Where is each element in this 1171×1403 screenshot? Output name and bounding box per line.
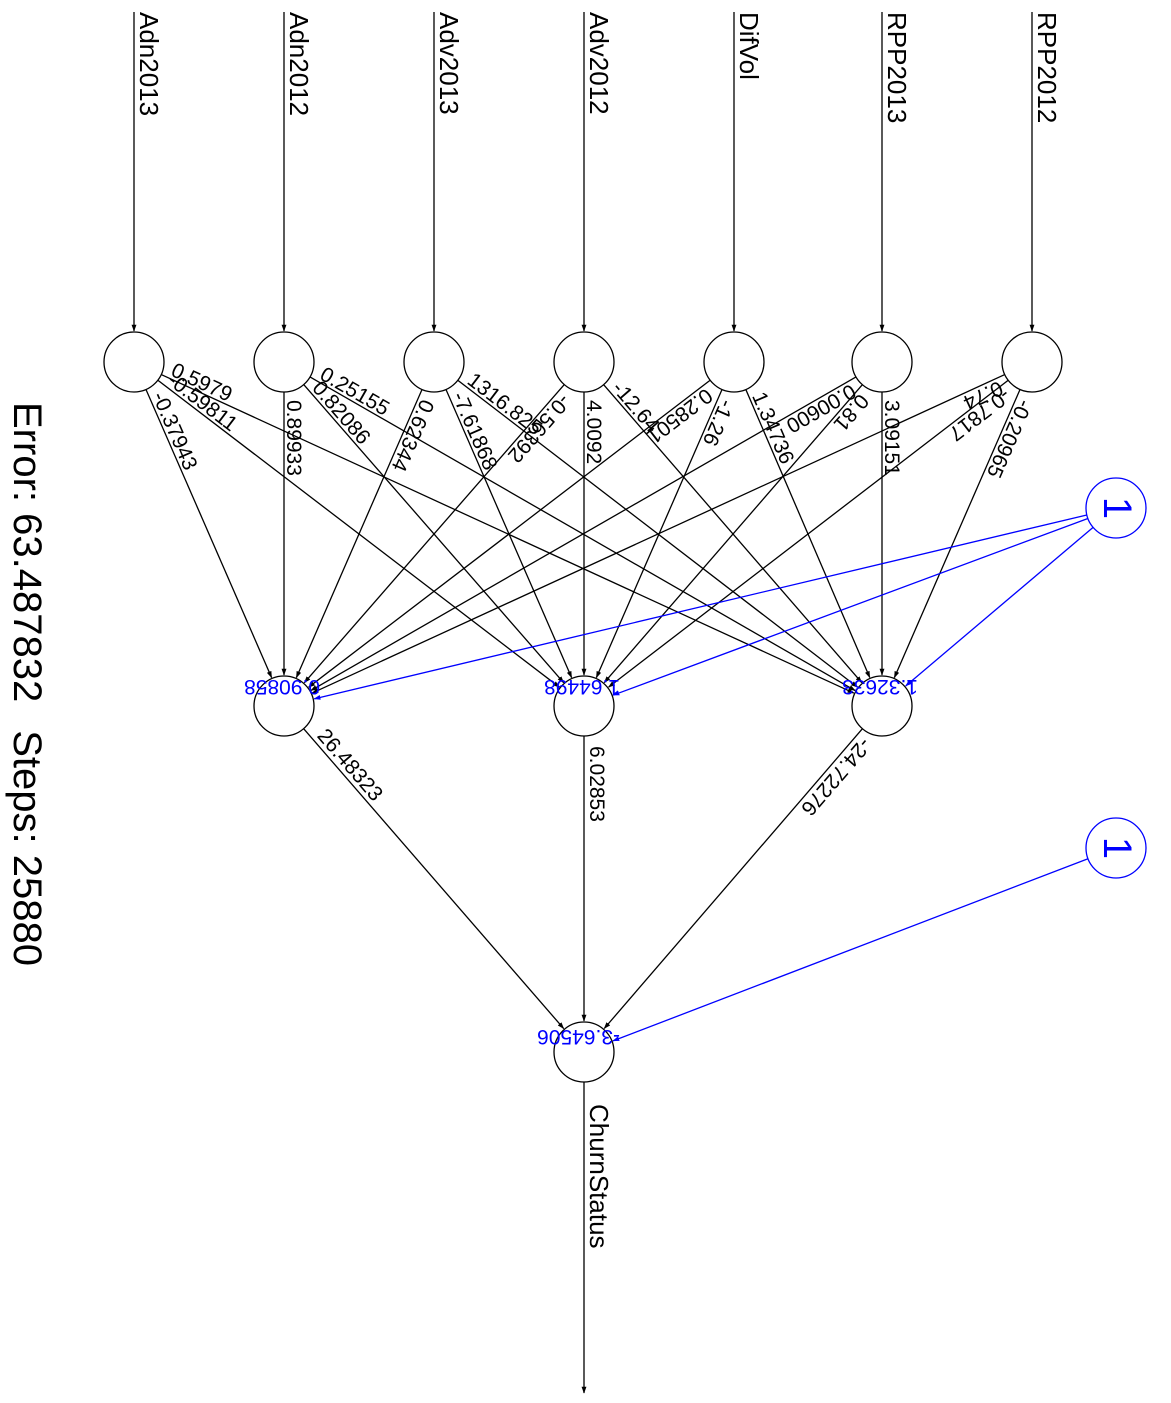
input-node <box>703 331 765 393</box>
input-hidden-edge <box>295 389 423 679</box>
weight-label: 0.89933 <box>282 400 305 476</box>
bias-weight-label: -3.64506 <box>537 1025 620 1048</box>
input-node <box>253 331 315 393</box>
weight-label: -24.72276 <box>796 733 875 820</box>
bias-node <box>1085 477 1147 539</box>
input-hidden-edge <box>145 389 273 679</box>
input-label: Adn2013 <box>134 12 164 116</box>
weight-label: 3.09151 <box>880 400 903 476</box>
hidden-output-edge <box>303 728 565 1030</box>
input-node <box>103 331 165 393</box>
bias-weight-label: 1.64498 <box>544 675 620 698</box>
input-hidden-edge <box>308 379 711 688</box>
labels-layer: Adn2013 Adn2012 Adv2013 Adv2012 DifVol RPP201… <box>134 12 1139 1249</box>
edges-layer <box>131 12 1094 1394</box>
hidden-output-edge <box>603 728 863 1030</box>
bias-edge <box>313 514 1087 700</box>
bias-weight-label: 1.32633 <box>842 675 918 698</box>
error-label: Error: 63.487832 <box>5 402 49 702</box>
hidden-node <box>553 675 615 737</box>
hidden-node <box>253 675 315 737</box>
input-label: Adn2012 <box>284 12 314 116</box>
hidden-node <box>851 675 913 737</box>
weight-label: 26.48323 <box>312 724 387 805</box>
input-hidden-edge <box>160 373 855 694</box>
input-hidden-edge <box>310 376 857 692</box>
input-node <box>403 331 465 393</box>
bias-weight-label: 0.90858 <box>244 675 320 698</box>
output-node <box>553 1021 615 1083</box>
weight-label: 6.02853 <box>585 746 608 822</box>
nodes-layer <box>103 331 1147 1083</box>
input-hidden-edge <box>311 373 1006 694</box>
input-label: Adv2013 <box>434 12 464 115</box>
input-hidden-edge <box>303 384 565 684</box>
weight-label: 4.0092 <box>582 400 605 464</box>
input-node <box>1001 331 1063 393</box>
input-hidden-edge <box>603 384 863 684</box>
bias-node-label: 1 <box>1095 837 1139 859</box>
input-label: Adv2012 <box>584 12 614 115</box>
input-node <box>851 331 913 393</box>
bias-node <box>1085 817 1147 879</box>
weight-label: 0.62344 <box>387 396 439 475</box>
bias-edge <box>905 526 1094 687</box>
input-hidden-edge <box>608 379 1009 688</box>
footer-layer: Error: 63.487832 Steps: 25880 <box>5 402 49 966</box>
output-bias-edge <box>612 858 1089 1042</box>
steps-label: Steps: 25880 <box>5 730 49 966</box>
bias-edge <box>612 517 1089 696</box>
output-label: ChurnStatus <box>584 1104 614 1249</box>
bias-node-label: 1 <box>1095 497 1139 519</box>
input-hidden-edge <box>893 389 1021 679</box>
input-label: RPP2013 <box>882 12 912 123</box>
footer-text: Error: 63.487832 Steps: 25880 <box>5 402 49 966</box>
input-label: RPP2012 <box>1032 12 1062 123</box>
input-node <box>553 331 615 393</box>
input-label: DifVol <box>734 12 764 80</box>
